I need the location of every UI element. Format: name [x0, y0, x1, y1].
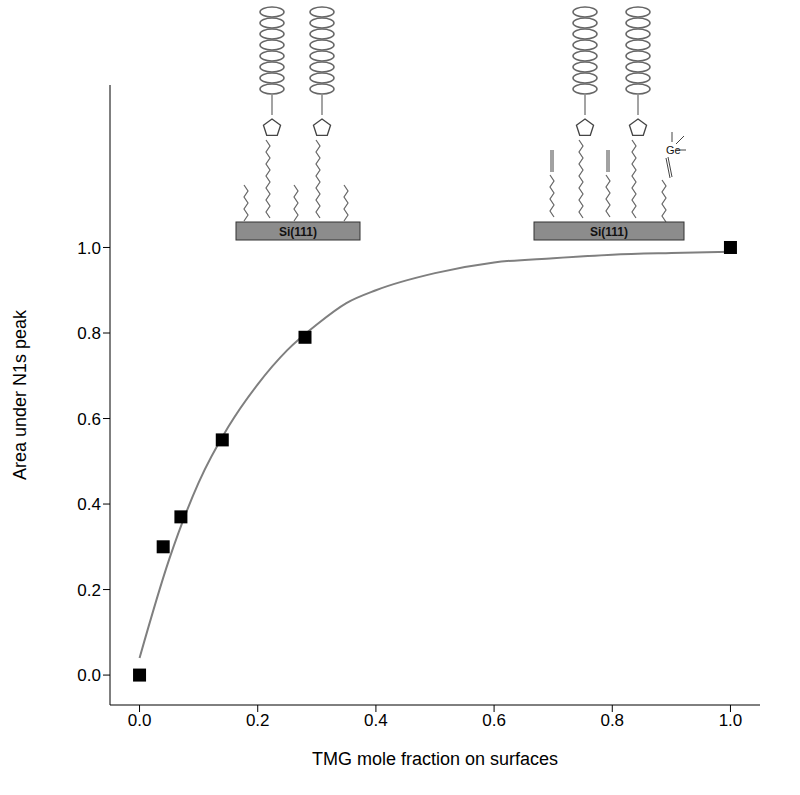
- svg-text:0.6: 0.6: [482, 711, 506, 730]
- svg-text:Ge: Ge: [666, 144, 681, 156]
- svg-text:0.0: 0.0: [128, 711, 152, 730]
- svg-text:Si(111): Si(111): [279, 225, 317, 239]
- svg-text:TMG mole fraction on surfaces: TMG mole fraction on surfaces: [312, 749, 558, 769]
- svg-text:Area under N1s peak: Area under N1s peak: [10, 309, 30, 480]
- svg-text:0.4: 0.4: [77, 495, 101, 514]
- svg-text:0.4: 0.4: [364, 711, 388, 730]
- svg-text:1.0: 1.0: [719, 711, 743, 730]
- svg-text:0.6: 0.6: [77, 410, 101, 429]
- svg-text:0.2: 0.2: [246, 711, 270, 730]
- svg-text:0.2: 0.2: [77, 581, 101, 600]
- svg-text:1.0: 1.0: [77, 239, 101, 258]
- svg-text:0.8: 0.8: [600, 711, 624, 730]
- svg-text:0.0: 0.0: [77, 666, 101, 685]
- svg-text:Si(111): Si(111): [590, 225, 628, 239]
- svg-text:0.8: 0.8: [77, 324, 101, 343]
